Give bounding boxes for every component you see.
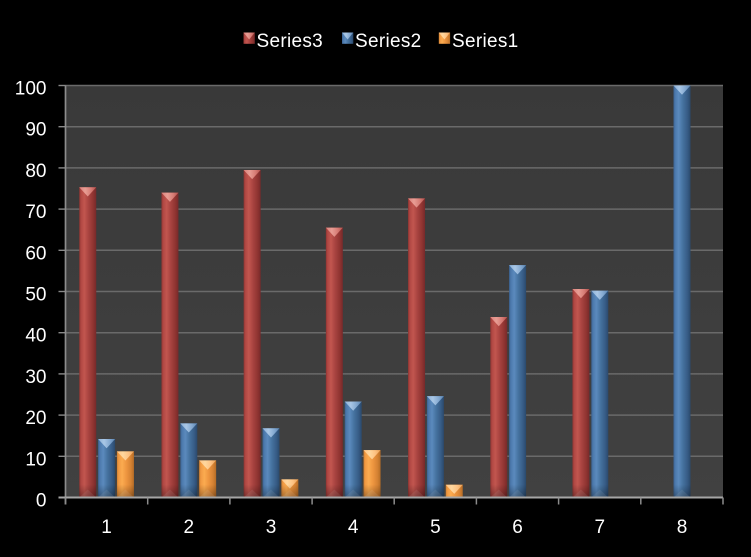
svg-text:80: 80 [25,161,46,182]
svg-text:5: 5 [430,517,441,538]
svg-text:20: 20 [25,408,46,429]
svg-text:100: 100 [15,79,47,100]
svg-text:0: 0 [36,491,47,512]
svg-text:8: 8 [677,517,688,538]
svg-text:40: 40 [25,326,46,347]
svg-text:3: 3 [266,517,277,538]
svg-text:90: 90 [25,120,46,141]
svg-text:Series2: Series2 [355,31,422,52]
svg-text:2: 2 [184,517,195,538]
svg-text:70: 70 [25,202,46,223]
svg-text:6: 6 [512,517,523,538]
svg-text:60: 60 [25,243,46,264]
svg-text:7: 7 [595,517,606,538]
svg-text:Series3: Series3 [257,31,324,52]
svg-text:1: 1 [101,517,112,538]
svg-text:50: 50 [25,285,46,306]
svg-text:4: 4 [348,517,359,538]
svg-text:30: 30 [25,367,46,388]
svg-text:10: 10 [25,449,46,470]
svg-text:Series1: Series1 [452,31,519,52]
